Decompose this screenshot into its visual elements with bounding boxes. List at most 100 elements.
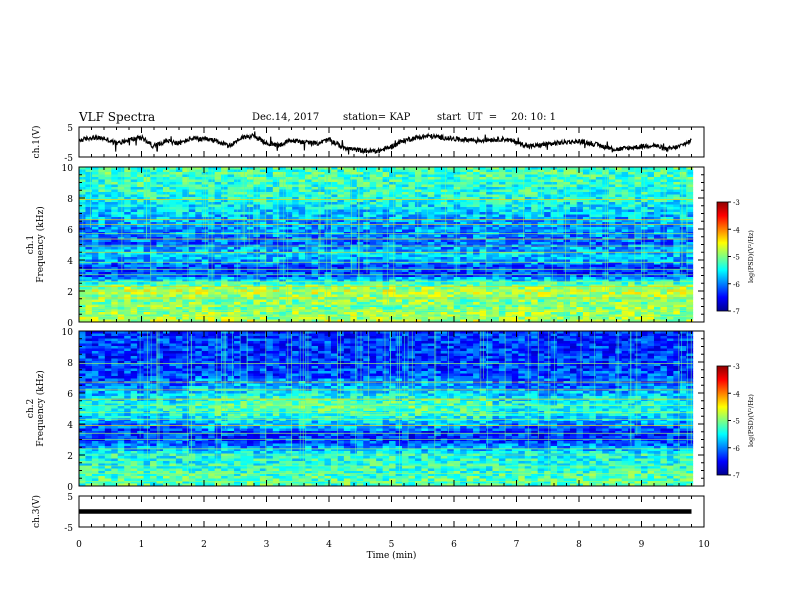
spectrogram-cell [440,192,448,195]
spectrogram-cell [182,222,190,225]
spectrogram-cell [98,259,106,263]
spectrogram-cell [124,177,132,180]
spectrogram-cell [531,177,539,180]
spectrogram-cell [214,272,222,275]
spectrogram-cell [479,179,487,183]
spectrogram-cell [259,282,267,285]
spectrogram-cell [524,252,532,255]
spectrogram-cell [130,204,138,208]
spectrogram-cell [318,199,325,203]
spectrogram-cell [421,197,429,200]
spectrogram-cell [557,269,564,273]
spectrogram-cell [421,189,429,193]
spectrogram-cell [460,282,468,285]
spectrogram-cell [124,184,132,188]
spectrogram-cell [460,227,468,230]
spectrogram-cell [298,234,306,238]
spectrogram-cell [498,272,506,275]
spectrogram-cell [292,319,300,323]
spectrogram-cell [201,279,209,283]
spectrogram-cell [240,274,248,278]
spectrogram-cell [453,242,461,245]
spectrogram-cell [427,319,435,323]
spectrogram-cell [440,297,448,300]
spectrogram-cell [130,234,138,238]
spectrogram-cell [414,249,422,253]
spectrogram-cell [492,302,500,305]
spectrogram-cell [498,212,506,215]
spectrogram-cell [550,224,558,228]
spectrogram-cell [305,199,312,203]
spectrogram-cell [421,219,429,223]
spectrogram-cell [188,202,196,205]
spectrogram-cell [292,202,300,205]
spectrogram-cell [492,179,500,183]
spectrogram-cell [311,242,319,245]
spectrogram-cell [124,299,132,303]
spectrogram-cell [272,292,280,295]
spectrogram-cell [460,247,468,250]
spectrogram-cell [518,179,526,183]
spectrogram-cell [143,222,151,225]
spectrogram-cell [182,294,190,298]
spectrogram-cell [492,224,500,228]
spectrogram-cell [473,189,480,193]
spectrogram-cell [505,189,513,193]
spectrogram-cell [292,302,300,305]
spectrogram-cell [305,249,312,253]
spectrogram-cell [440,222,448,225]
spectrogram-cell [298,222,306,225]
spectrogram-cell [356,229,364,233]
spectrogram-cell [117,227,125,230]
spectrogram-cell [311,252,319,255]
spectrogram-cell [473,282,480,285]
spectrogram-cell [550,229,558,233]
spectrogram-cell [473,292,480,295]
spectrogram-cell [408,302,416,305]
spectrogram-cell [544,199,552,203]
spectrogram-cell [363,277,371,280]
spectrogram-cell [330,199,338,203]
spectrogram-cell [259,234,267,238]
spectrogram-cell [544,217,552,220]
spectrogram-cell [563,292,571,295]
spectrogram-cell [550,202,558,205]
spectrogram-cell [421,237,429,240]
spectrogram-cell [518,197,526,200]
spectrogram-cell [466,179,474,183]
spectrogram-cell [150,279,157,283]
spectrogram-cell [440,184,448,188]
spectrogram-cell [369,182,377,185]
spectrogram-cell [466,212,474,215]
spectrogram-cell [292,317,300,320]
spectrogram-cell [505,222,513,225]
spectrogram-cell [162,277,170,280]
spectrogram-cell [486,254,493,258]
spectrogram-cell [318,312,325,315]
spectrogram-cell [511,167,519,170]
spectrogram-cell [395,267,403,270]
spectrogram-cell [279,169,287,173]
spectrogram-cell [298,239,306,243]
spectrogram-cell [130,247,138,250]
spectrogram-cell [421,172,429,175]
spectrogram-cell [162,312,170,315]
spectrogram-cell [350,217,358,220]
spectrogram-cell [434,212,442,215]
spectrogram-cell [240,174,248,178]
spectrogram-cell [434,184,442,188]
spectrogram-cell [402,312,409,315]
spectrogram-cell [117,292,125,295]
spectrogram-cell [421,239,429,243]
spectrogram-cell [350,279,358,283]
spectrogram-cell [318,169,325,173]
spectrogram-cell [117,229,125,233]
spectrogram-cell [130,242,138,245]
spectrogram-cell [214,174,222,178]
spectrogram-cell [427,247,435,250]
spectrogram-cell [350,212,358,215]
spectrogram-cell [182,214,190,218]
spectrogram-cell [479,264,487,268]
spectrogram-cell [98,274,106,278]
spectrogram-cell [272,269,280,273]
